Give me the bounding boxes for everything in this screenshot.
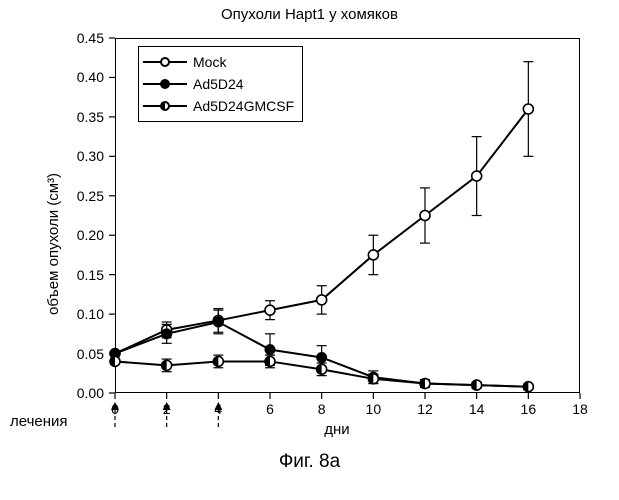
xtick-label: 14	[469, 401, 485, 417]
xtick-label: 10	[366, 401, 382, 417]
ytick-label: 0.40	[64, 69, 104, 85]
ytick-label: 0.35	[64, 109, 104, 125]
xtick-label: 2	[163, 401, 171, 417]
legend-entry: Mock	[143, 51, 294, 73]
ytick-label: 0.30	[64, 148, 104, 164]
legend-label: Ad5D24GMCSF	[193, 98, 294, 114]
filled-marker-icon	[160, 79, 170, 89]
xtick-label: 0	[111, 401, 119, 417]
xtick-label: 18	[572, 401, 588, 417]
xtick-label: 8	[318, 401, 326, 417]
ytick-label: 0.20	[64, 227, 104, 243]
xtick-label: 6	[266, 401, 274, 417]
figure-caption: Фиг. 8a	[0, 451, 619, 473]
treatment-label: лечения	[10, 413, 68, 430]
ytick-label: 0.25	[64, 188, 104, 204]
ytick-label: 0.10	[64, 306, 104, 322]
ytick-label: 0.15	[64, 267, 104, 283]
legend-swatch	[143, 51, 187, 73]
figure-8a: Опухоли Hapt1 у хомяков объем опухоли (с…	[0, 0, 619, 500]
open-marker-icon	[160, 57, 170, 67]
legend-swatch	[143, 73, 187, 95]
x-axis-label: дни	[324, 421, 349, 438]
legend-entry: Ad5D24	[143, 73, 294, 95]
legend-entry: Ad5D24GMCSF	[143, 95, 294, 117]
legend-label: Ad5D24	[193, 76, 244, 92]
half-marker-icon	[160, 101, 170, 111]
legend-swatch	[143, 95, 187, 117]
xtick-label: 12	[417, 401, 433, 417]
ytick-label: 0.45	[64, 30, 104, 46]
chart-title: Опухоли Hapt1 у хомяков	[0, 6, 619, 23]
legend: Mock Ad5D24 Ad5D24GMCSF	[138, 46, 303, 122]
legend-label: Mock	[193, 54, 226, 70]
y-axis-label: объем опухоли (см³)	[45, 173, 62, 315]
xtick-label: 16	[521, 401, 537, 417]
xtick-label: 4	[214, 401, 222, 417]
ytick-label: 0.05	[64, 346, 104, 362]
ytick-label: 0.00	[64, 385, 104, 401]
